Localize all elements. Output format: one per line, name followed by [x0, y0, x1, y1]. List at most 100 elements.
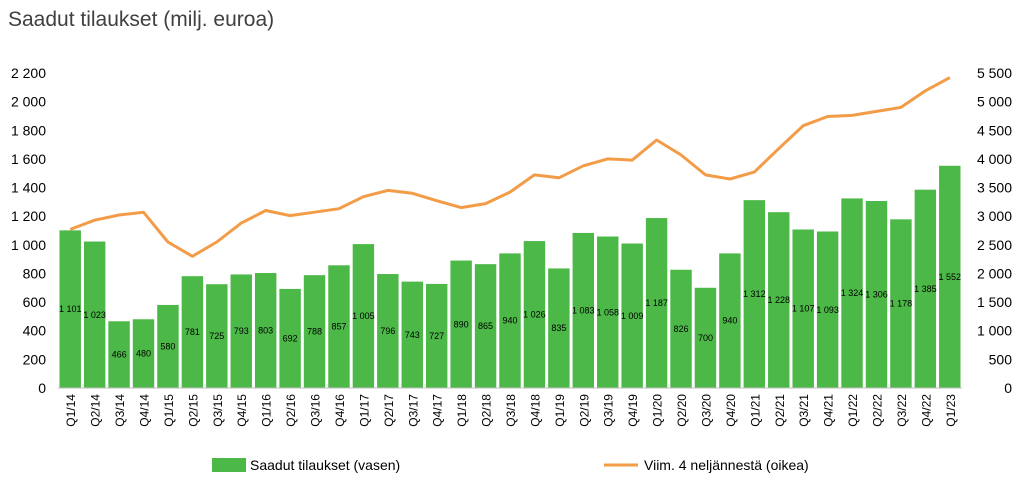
x-axis-tick-label: Q3/17 — [406, 394, 420, 427]
x-axis-tick-label: Q2/19 — [577, 394, 591, 427]
left-axis-tick-label: 2 000 — [11, 94, 46, 110]
x-axis-tick-label: Q1/16 — [260, 394, 274, 427]
bar-data-label: 1 324 — [841, 288, 864, 298]
bar — [792, 229, 814, 388]
legend-swatch-bars — [212, 458, 246, 472]
x-axis-tick-label: Q3/18 — [504, 394, 518, 427]
bar — [377, 274, 399, 388]
right-axis-tick-label: 3 000 — [977, 208, 1012, 224]
bar — [890, 219, 912, 388]
bar — [181, 276, 204, 388]
bar-data-label: 1 058 — [596, 307, 619, 317]
right-axis-tick-label: 2 500 — [977, 237, 1012, 253]
bar-series — [59, 165, 961, 388]
bar-data-label: 727 — [429, 331, 444, 341]
bar — [132, 319, 155, 388]
bar — [865, 201, 888, 388]
x-axis-tick-label: Q4/22 — [919, 394, 933, 427]
bar-data-label: 857 — [331, 322, 346, 332]
left-axis-tick-label: 2 200 — [11, 65, 46, 81]
x-axis-tick-label: Q3/21 — [797, 394, 811, 427]
line-path — [69, 76, 951, 258]
bar-data-label: 1 005 — [352, 311, 375, 321]
bar-data-label: 1 306 — [865, 290, 888, 300]
bar — [401, 281, 423, 388]
bar — [450, 260, 472, 388]
left-axis-tick-label: 1 400 — [11, 180, 46, 196]
x-axis-tick-label: Q1/14 — [64, 394, 78, 427]
bar — [841, 198, 863, 388]
bar — [914, 189, 937, 388]
bar — [548, 268, 570, 388]
x-axis-tick-label: Q3/14 — [113, 394, 127, 427]
bar-data-label: 1 083 — [572, 305, 595, 315]
right-axis-tick-label: 5 000 — [977, 94, 1012, 110]
left-axis-tick-label: 800 — [23, 265, 47, 281]
right-axis-tick-label: 4 000 — [977, 151, 1012, 167]
bar-data-label: 1 187 — [645, 298, 668, 308]
bar-data-label: 1 312 — [743, 289, 766, 299]
legend-label-line: Viim. 4 neljännestä (oikea) — [644, 457, 809, 473]
bar-data-label: 793 — [234, 326, 249, 336]
right-axis-ticks: 0 500 1 000 1 500 2 000 2 500 3 000 3 500 4 000 4… — [977, 65, 1012, 396]
right-axis-tick-label: 5 500 — [977, 65, 1012, 81]
x-axis-tick-label: Q3/16 — [309, 394, 323, 427]
bar-data-label: 940 — [722, 316, 737, 326]
bar — [206, 284, 228, 388]
legend-label-bars: Saadut tilaukset (vasen) — [250, 457, 400, 473]
bar — [328, 265, 350, 388]
bar-data-label: 725 — [209, 331, 224, 341]
bar — [157, 304, 179, 388]
x-axis-ticks: Q1/14 Q2/14 Q3/14 Q4/14 Q1/15 Q2/15 Q3/15 Q4/15… — [64, 394, 958, 427]
bar — [279, 288, 301, 388]
bar-data-label: 803 — [258, 326, 273, 336]
bar-data-label: 700 — [698, 333, 713, 343]
x-axis-tick-label: Q1/22 — [846, 394, 860, 427]
left-axis-tick-label: 1 000 — [11, 237, 46, 253]
right-axis-tick-label: 4 500 — [977, 122, 1012, 138]
right-axis-tick-label: 1 500 — [977, 294, 1012, 310]
bar — [816, 231, 839, 388]
bar — [939, 165, 961, 388]
x-axis-tick-label: Q3/19 — [602, 394, 616, 427]
bar-data-label: 480 — [136, 349, 151, 359]
x-axis-tick-label: Q1/19 — [553, 394, 567, 427]
bar — [352, 244, 375, 388]
bar — [743, 200, 766, 388]
bar — [768, 212, 790, 388]
bar-data-label: 796 — [380, 326, 395, 336]
x-axis-tick-label: Q4/14 — [138, 394, 152, 427]
bar-data-label: 1 385 — [914, 284, 937, 294]
x-axis-tick-label: Q4/18 — [528, 394, 542, 427]
bar-data-label: 1 178 — [890, 299, 913, 309]
left-axis-tick-label: 1 600 — [11, 151, 46, 167]
bar — [523, 241, 546, 388]
x-axis-tick-label: Q1/18 — [455, 394, 469, 427]
x-axis-tick-label: Q4/21 — [822, 394, 836, 427]
x-axis-tick-label: Q2/21 — [773, 394, 787, 427]
bar — [645, 218, 668, 388]
x-axis-tick-label: Q1/17 — [357, 394, 371, 427]
bar — [254, 273, 277, 388]
x-axis-tick-label: Q4/20 — [724, 394, 738, 427]
bar — [694, 287, 717, 388]
bar — [230, 274, 252, 388]
bar-data-label: 692 — [283, 333, 298, 343]
bar-data-label: 940 — [502, 316, 517, 326]
bar-data-label: 1 228 — [767, 295, 790, 305]
left-axis-tick-label: 200 — [23, 351, 47, 367]
bar — [108, 321, 130, 388]
bar — [621, 243, 643, 388]
bar — [59, 230, 81, 388]
x-axis-tick-label: Q2/14 — [89, 394, 103, 427]
x-axis-tick-label: Q2/15 — [186, 394, 200, 427]
x-axis-tick-label: Q1/23 — [944, 394, 958, 427]
bar-data-label: 890 — [454, 319, 469, 329]
right-axis-tick-label: 1 000 — [977, 323, 1012, 339]
bar-data-label: 1 101 — [59, 304, 82, 314]
x-axis-tick-label: Q2/22 — [870, 394, 884, 427]
x-axis-tick-label: Q4/19 — [626, 394, 640, 427]
bar-data-label: 788 — [307, 327, 322, 337]
bar-data-label: 1 009 — [621, 311, 644, 321]
